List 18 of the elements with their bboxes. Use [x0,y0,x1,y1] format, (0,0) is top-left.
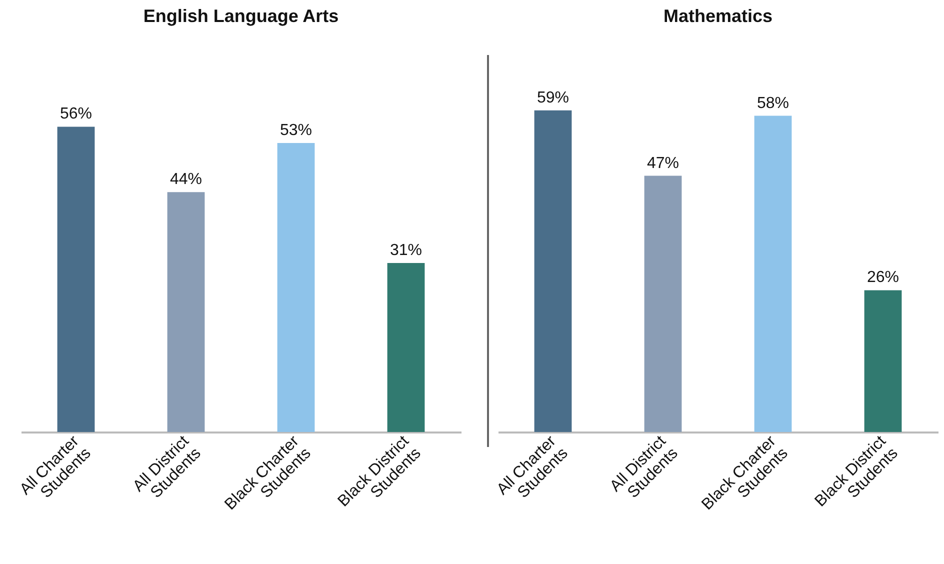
chart-title: Mathematics [663,6,773,26]
data-label: 47% [646,154,680,172]
bar [534,110,572,432]
bar [864,290,902,432]
data-label: 44% [170,171,202,188]
data-label: 26% [866,269,900,286]
data-label: 31% [390,242,422,259]
data-label: 53% [280,122,312,140]
chart-title: English Language Arts [143,6,339,26]
bar [57,126,95,432]
bar [754,116,792,432]
bar [387,262,425,432]
bar [167,192,205,432]
bar [277,143,315,432]
data-label: 58% [756,94,790,112]
data-label: 59% [536,89,570,106]
data-label: 56% [60,106,92,123]
bar [644,176,682,432]
